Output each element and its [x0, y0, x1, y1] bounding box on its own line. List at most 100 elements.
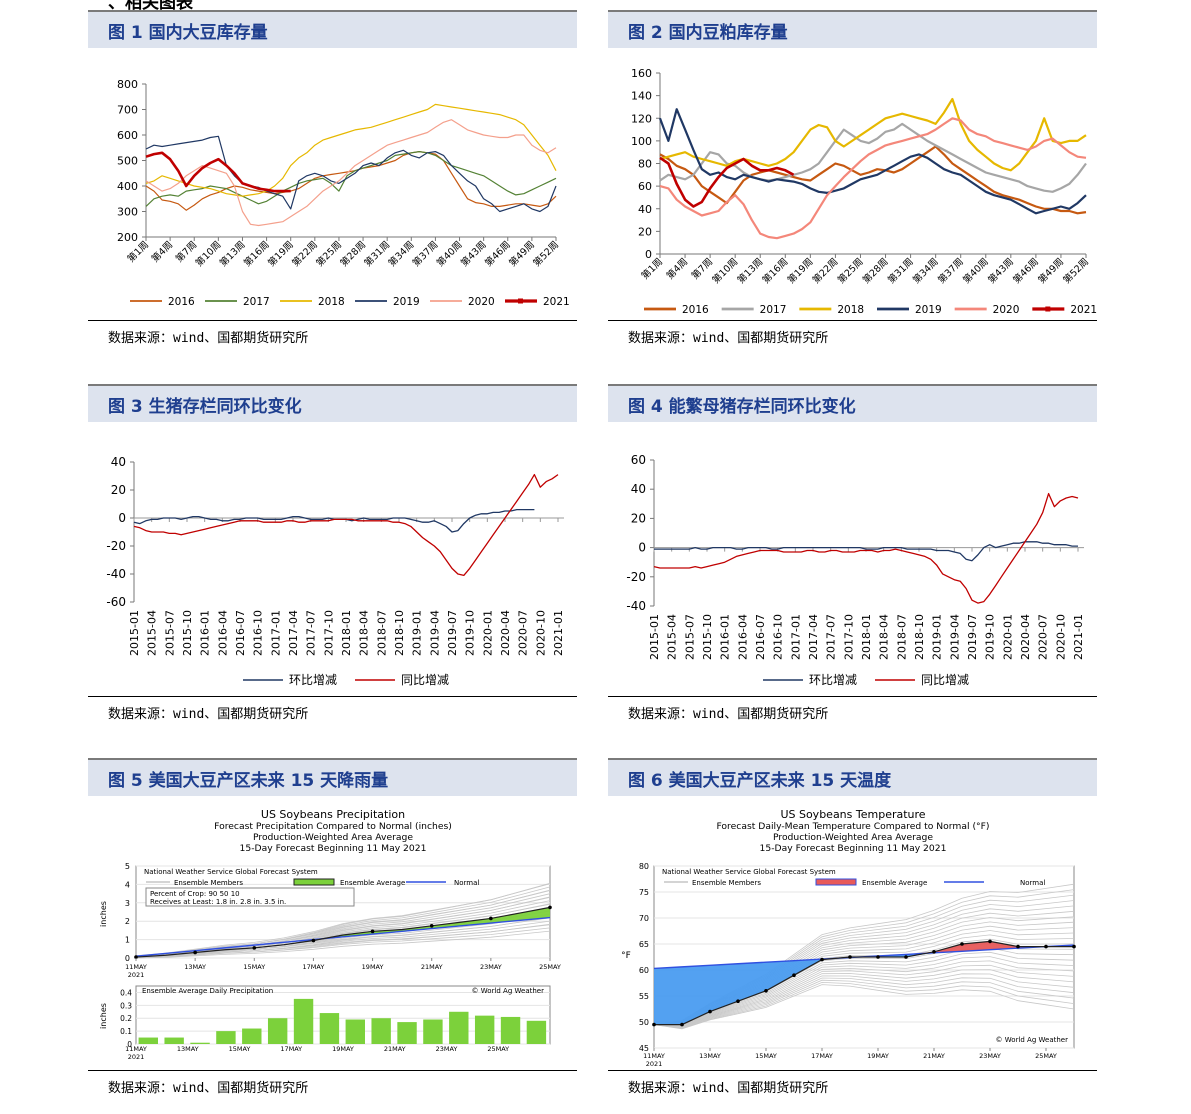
average-point — [1016, 944, 1020, 949]
x-tick-label: 2015-10 — [701, 614, 714, 660]
x-tick-label: 2019-10 — [464, 610, 477, 656]
x-tick-label: 第10周 — [193, 239, 223, 269]
legend-header: National Weather Service Global Forecast… — [144, 868, 318, 876]
ensemble-member-line — [653, 964, 1075, 1028]
x-tick-label: 第25周 — [835, 256, 865, 286]
panel-header: 图 4 能繁母猪存栏同环比变化 — [608, 384, 1097, 422]
source-note: 数据来源：wind、国都期货研究所 — [108, 331, 309, 346]
daily-precip-bar — [293, 998, 314, 1044]
x-tick-label: 2020-01 — [481, 610, 494, 656]
average-point — [820, 957, 824, 962]
x-tick-label: 2015-04 — [146, 610, 159, 656]
legend-label: Normal — [454, 879, 479, 887]
below-normal-fill — [654, 945, 1074, 1025]
x-tick-label: 21MAY — [923, 1052, 945, 1060]
daily-precip-bar — [190, 1042, 210, 1044]
x-tick-label: 17MAY — [811, 1052, 833, 1060]
daily-chart-title: Ensemble Average Daily Precipitation — [142, 987, 273, 995]
x-tick-label: 2020-07 — [517, 610, 530, 656]
x-tick-label: 23MAY — [480, 963, 502, 971]
panel-footer: 数据来源：wind、国都期货研究所 — [608, 696, 1097, 731]
x-tick-label: 2016-04 — [736, 614, 749, 660]
y-tick-label: 1 — [125, 936, 130, 945]
x-tick-label: 第37周 — [410, 239, 440, 269]
x-tick-label: 2017-01 — [789, 614, 802, 660]
x-tick-label: 2015-07 — [683, 614, 696, 660]
x-tick-label: 第10周 — [710, 256, 740, 286]
y-tick-label: 700 — [117, 104, 138, 117]
above-normal-fill — [654, 941, 1074, 969]
table-row: Percent of Crop: 90 50 10 — [150, 890, 240, 898]
y-tick-label: 20 — [638, 225, 652, 238]
legend-label: 2017 — [760, 304, 787, 316]
y-tick-label: 0.3 — [120, 1001, 132, 1010]
legend-label: Normal — [1020, 879, 1045, 887]
x-tick-label: 2016-10 — [252, 610, 265, 656]
x-tick-label: 19MAY — [362, 963, 384, 971]
hog-inventory-change-chart: -60 -40 -20 0 20 40 2015-01 2015-04 2015-07 2015-… — [106, 455, 565, 687]
ensemble-member-line — [653, 984, 1075, 1030]
ensemble-member-line — [653, 981, 1075, 1029]
x-tick-label: 2016-01 — [719, 614, 732, 660]
figure-panel-5: 图 5 美国大豆产区未来 15 天降雨量 US Soybeans Precipi… — [88, 758, 577, 1105]
x-tick-label: 第4周 — [664, 256, 690, 282]
x-tick-label: 2017-10 — [842, 614, 855, 660]
series-line-2020 — [659, 117, 1087, 240]
page-heading: 、相关图表 — [108, 0, 193, 13]
x-tick-label: 第34周 — [910, 256, 940, 286]
y-tick-label: 80 — [638, 158, 652, 171]
legend-label: 2017 — [243, 296, 270, 308]
y-tick-label: 0 — [127, 1040, 132, 1049]
x-tick-label: 11MAY — [125, 1045, 147, 1053]
series-line-2018 — [659, 97, 1087, 172]
x-tick-label: 第49周 — [507, 239, 537, 269]
x-tick-label: 2018-04 — [878, 614, 891, 660]
x-tick-label: 2017-07 — [305, 610, 318, 656]
x-tick-label: 2019-07 — [966, 614, 979, 660]
figure-panel-6: 图 6 美国大豆产区未来 15 天温度 US Soybeans Temperat… — [608, 758, 1097, 1105]
x-tick-label: 2018-04 — [358, 610, 371, 656]
image-subtitle: Forecast Daily-Mean Temperature Compared… — [716, 821, 989, 832]
x-tick-label: 第22周 — [810, 256, 840, 286]
x-tick-label: 21MAY — [384, 1045, 406, 1053]
x-tick-label: 第28周 — [338, 239, 368, 269]
legend-swatch — [815, 878, 857, 886]
percent-table — [145, 887, 355, 907]
average-point — [429, 924, 434, 928]
legend-label: Ensemble Members — [174, 879, 243, 887]
ensemble-member-line — [653, 960, 1075, 1027]
average-point — [848, 955, 852, 959]
series-line-2018 — [145, 103, 557, 197]
daily-precip-bar — [216, 1031, 236, 1044]
x-tick-label: 2017-07 — [825, 614, 838, 660]
x-tick-label: 第37周 — [935, 256, 965, 286]
y-tick-label: 2 — [125, 917, 130, 926]
y-tick-label: 50 — [639, 1018, 649, 1027]
x-tick-label: 第16周 — [241, 239, 271, 269]
image-subtitle: Production-Weighted Area Average — [773, 832, 933, 843]
figure-panel-1: 图 1 国内大豆库存量 200 300 400 500 600 700 800 第1周 第4周第… — [88, 10, 577, 355]
legend-swatch — [293, 878, 335, 886]
series-line-2019 — [145, 135, 557, 213]
y-tick-label: 0.4 — [120, 988, 132, 997]
x-tick-label: 2018-01 — [340, 610, 353, 656]
y-tick-label: 500 — [117, 155, 138, 168]
x-tick-label: 2016-04 — [216, 610, 229, 656]
legend-header: National Weather Service Global Forecast… — [662, 868, 836, 876]
x-tick-label: 第43周 — [458, 239, 488, 269]
x-tick-label: 13MAY — [184, 963, 206, 971]
x-tick-label: 第52周 — [531, 239, 561, 269]
y-tick-label: 100 — [631, 135, 652, 148]
daily-precip-bar — [474, 1015, 495, 1044]
ensemble-member-line — [135, 923, 551, 959]
y-tick-label: 70 — [639, 914, 649, 923]
ensemble-member-line — [135, 930, 551, 959]
x-tick-label: 2021-01 — [1072, 614, 1085, 660]
source-note: 数据来源：wind、国都期货研究所 — [628, 707, 829, 722]
y-tick-label: 0.1 — [120, 1027, 132, 1036]
legend-label: 环比增减 — [809, 673, 857, 687]
y-tick-label: 4 — [125, 880, 130, 889]
x-tick-label: 19MAY — [332, 1045, 354, 1053]
